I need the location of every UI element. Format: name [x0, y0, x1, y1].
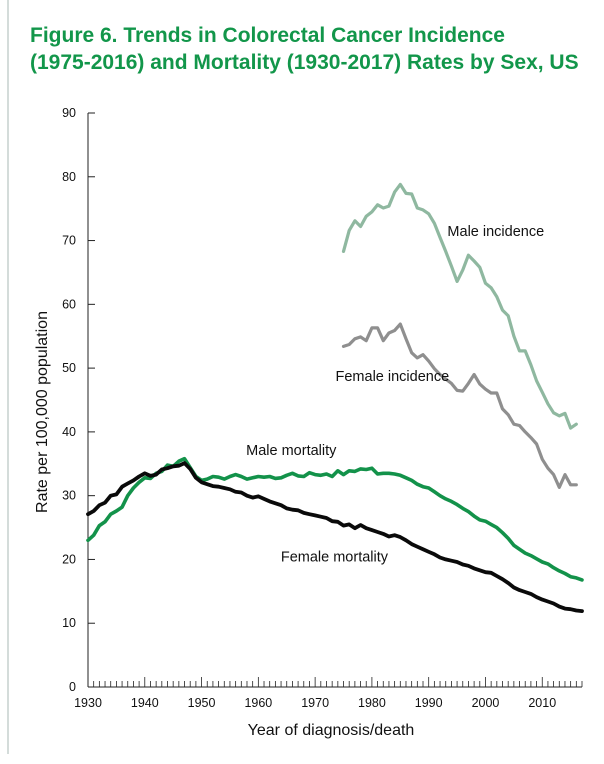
x-tick-label: 1940 — [131, 696, 159, 710]
x-tick-label: 1950 — [188, 696, 216, 710]
x-tick-label: 1960 — [244, 696, 272, 710]
y-tick-label: 60 — [62, 297, 76, 311]
chart-title: Figure 6. Trends in Colorectal Cancer In… — [30, 22, 595, 76]
series-line-female-incidence — [341, 322, 578, 489]
x-tick-label: 2000 — [472, 696, 500, 710]
series-label-male-mortality: Male mortality — [246, 443, 337, 459]
x-axis-title: Year of diagnosis/death — [248, 722, 415, 739]
series-line-female-mortality — [86, 461, 584, 613]
y-tick-label: 80 — [62, 170, 76, 184]
y-tick-label: 70 — [62, 234, 76, 248]
y-tick-label: 50 — [62, 361, 76, 375]
x-tick-label: 1980 — [358, 696, 386, 710]
x-tick-label: 2010 — [528, 696, 556, 710]
y-tick-label: 90 — [62, 106, 76, 120]
y-tick-label: 10 — [62, 616, 76, 630]
y-tick-label: 40 — [62, 425, 76, 439]
x-tick-label: 1930 — [74, 696, 102, 710]
x-tick-label: 1970 — [301, 696, 329, 710]
series-label-female-mortality: Female mortality — [281, 549, 389, 565]
chart-title-line-2: (1975-2016) and Mortality (1930-2017) Ra… — [30, 51, 579, 74]
series-label-male-incidence: Male incidence — [447, 224, 544, 240]
chart-title-line-1: Figure 6. Trends in Colorectal Cancer In… — [30, 24, 505, 47]
y-tick-label: 0 — [69, 680, 76, 694]
y-tick-label: 20 — [62, 552, 76, 566]
series-line-male-incidence — [341, 182, 578, 430]
y-tick-label: 30 — [62, 489, 76, 503]
left-margin-rule — [7, 0, 9, 754]
x-tick-label: 1990 — [415, 696, 443, 710]
y-axis-title: Rate per 100,000 population — [34, 311, 51, 513]
series-label-female-incidence: Female incidence — [336, 369, 450, 385]
